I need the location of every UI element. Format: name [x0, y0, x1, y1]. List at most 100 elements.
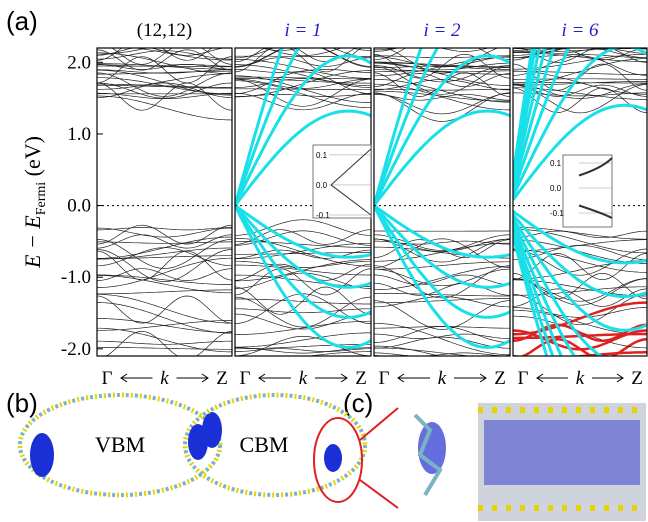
band: [374, 62, 510, 86]
y-axis-label: E − EFermi (eV): [20, 136, 49, 269]
band: [513, 225, 576, 356]
band: [97, 82, 232, 111]
x-tick-label: k: [438, 368, 447, 389]
x-tick-label: Z: [494, 368, 506, 389]
band: [513, 87, 647, 113]
band: [97, 234, 232, 249]
band: [235, 48, 356, 63]
band: [133, 48, 232, 61]
orbital-slab: [484, 420, 640, 485]
x-tick-label: Z: [355, 368, 367, 389]
band: [111, 48, 232, 65]
band: [513, 48, 571, 194]
inset-tick-label: 0.0: [550, 184, 562, 193]
band-panel: [513, 48, 647, 356]
panel-label: (a): [6, 6, 38, 36]
band: [513, 221, 647, 356]
band: [97, 95, 232, 121]
band: [97, 69, 232, 74]
band: [97, 293, 232, 324]
tube-cbm: [183, 393, 367, 497]
panel-frame: [512, 47, 648, 357]
band: [97, 64, 232, 67]
band: [513, 48, 556, 190]
y-tick-label: 2.0: [67, 52, 91, 73]
band: [374, 298, 510, 304]
panel-frame: [96, 47, 233, 357]
band: [263, 48, 343, 57]
band: [374, 282, 510, 296]
band: [97, 69, 232, 96]
structures: VBM CBM: [17, 392, 646, 521]
x-tick-label: k: [576, 368, 585, 389]
band: [235, 78, 371, 89]
band: [306, 351, 371, 356]
band: [235, 308, 371, 314]
band: [374, 53, 510, 79]
orbital: [30, 433, 54, 477]
band: [513, 213, 647, 298]
band: [374, 300, 510, 330]
panel-title: i = 1: [284, 20, 321, 41]
band-panel: [235, 48, 371, 356]
band: [513, 232, 555, 356]
band: [374, 238, 510, 263]
band: [97, 48, 227, 56]
band: [374, 62, 510, 71]
band: [235, 48, 371, 59]
arrow: [397, 373, 487, 383]
band: [374, 90, 510, 102]
panel-label: (b): [6, 388, 38, 418]
band: [97, 347, 232, 350]
band: [513, 217, 647, 332]
band: [513, 272, 647, 300]
y-tick-label: 1.0: [67, 124, 91, 145]
band: [97, 295, 232, 324]
band: [235, 204, 371, 319]
structure-label: CBM: [240, 432, 289, 457]
band: [97, 63, 232, 70]
band: [235, 48, 284, 206]
band: [97, 82, 232, 99]
y-label-sub: Fermi: [34, 182, 49, 216]
highlight: [313, 417, 363, 503]
band: [235, 335, 371, 356]
band: [374, 66, 510, 95]
y-label-unit: (eV): [20, 136, 45, 182]
panel-title: (12,12): [137, 20, 192, 41]
band: [235, 69, 371, 73]
band: [374, 347, 474, 356]
band: [235, 298, 371, 305]
band: [374, 204, 510, 349]
band: [97, 241, 232, 244]
band: [374, 56, 510, 68]
structure-label: VBM: [95, 432, 145, 457]
band: [235, 260, 371, 268]
panel-title: i = 2: [423, 20, 461, 41]
band: [97, 84, 232, 89]
y-label-main: E − E: [20, 215, 45, 269]
inset-tick-label: 0.1: [316, 151, 328, 160]
band: [235, 268, 371, 296]
x-tick-label: Γ: [240, 368, 251, 389]
band: [374, 325, 510, 343]
band: [374, 204, 510, 289]
band: [235, 57, 371, 67]
band: [374, 73, 510, 87]
band: [235, 109, 371, 207]
tube-atoms: [17, 392, 223, 498]
inset-tick-label: -0.1: [316, 211, 330, 220]
band: [97, 238, 232, 269]
band: [97, 70, 232, 75]
inset-tick-label: -0.1: [550, 209, 564, 218]
band: [235, 76, 371, 80]
y-tick-label: 0.0: [67, 196, 91, 217]
band: [374, 204, 510, 319]
band: [374, 242, 510, 262]
band: [235, 348, 371, 352]
band: [235, 347, 371, 354]
band: [513, 103, 647, 201]
band: [235, 54, 371, 207]
band-panel: [97, 48, 232, 356]
